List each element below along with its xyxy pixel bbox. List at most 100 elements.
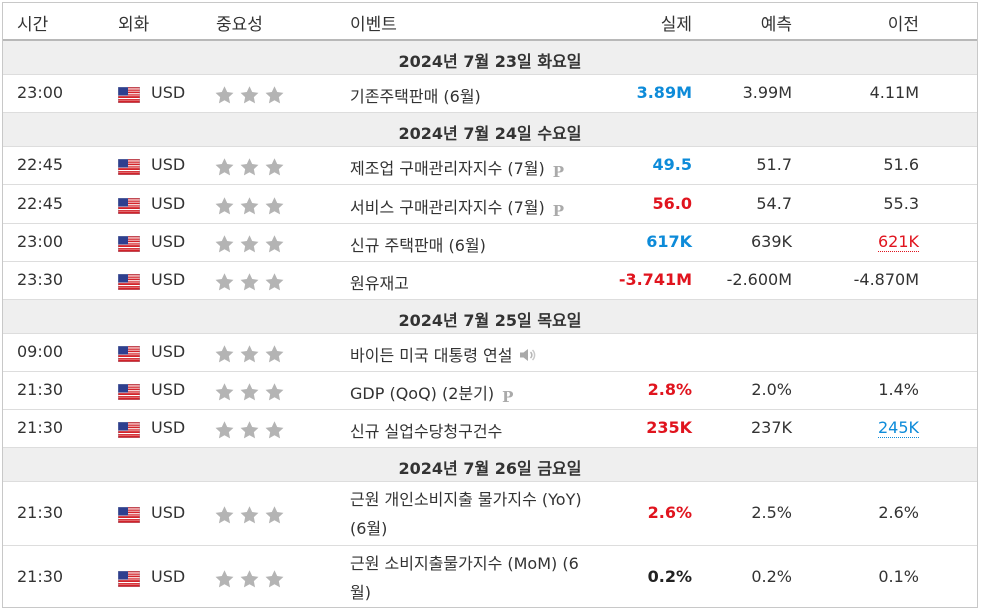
star-icon: [264, 344, 285, 364]
event-name-link[interactable]: 원유재고: [350, 270, 409, 294]
previous-value[interactable]: 245K: [877, 418, 919, 438]
actual-value: 56.0: [652, 194, 692, 213]
table-row[interactable]: 21:30 USD GDP (QoQ) (2분기) P 2.8% 2.0% 1.4%: [3, 372, 977, 410]
star-icon: [214, 344, 235, 364]
importance-stars: [214, 420, 285, 440]
importance-stars: [214, 382, 285, 402]
actual-value: 0.2%: [647, 567, 692, 586]
table-row[interactable]: 09:00 USD 바이든 미국 대통령 연설: [3, 334, 977, 372]
previous-cell: 51.6: [883, 155, 919, 174]
us-flag-icon: [117, 273, 141, 291]
event-name-link[interactable]: 바이든 미국 대통령 연설: [350, 342, 538, 367]
event-name: 근원 개인소비지출 물가지수 (YoY) (6월): [350, 490, 582, 538]
us-flag-icon: [117, 506, 141, 524]
importance-stars: [214, 272, 285, 292]
previous-value[interactable]: 621K: [877, 232, 919, 252]
event-name-link[interactable]: 신규 주택판매 (6월): [350, 232, 486, 256]
star-icon: [214, 420, 235, 440]
event-name: 서비스 구매관리자지수 (7월): [350, 198, 545, 217]
table-row[interactable]: 21:30 USD 신규 실업수당청구건수 235K 237K 245K: [3, 410, 977, 448]
previous-cell: 4.11M: [870, 83, 919, 102]
date-row: 2024년 7월 24일 수요일: [3, 113, 977, 147]
star-icon: [214, 196, 235, 216]
date-label: 2024년 7월 25일 목요일: [398, 311, 582, 330]
star-icon: [239, 344, 260, 364]
table-row[interactable]: 22:45 USD 서비스 구매관리자지수 (7월) P 56.0 54.7 55.3: [3, 185, 977, 224]
previous-cell: 621K: [877, 232, 919, 252]
previous-cell: 0.1%: [878, 567, 919, 586]
event-name-link[interactable]: 근원 개인소비지출 물가지수 (YoY) (6월): [350, 485, 590, 543]
header-event: 이벤트: [350, 15, 397, 35]
importance-stars: [214, 157, 285, 177]
actual-value: 2.6%: [647, 503, 692, 522]
star-icon: [264, 272, 285, 292]
importance-stars: [214, 569, 285, 589]
previous-value: 2.6%: [878, 503, 919, 522]
us-flag-icon: [117, 345, 141, 363]
table-row[interactable]: 23:30 USD 원유재고 -3.741M -2.600M -4.870M: [3, 262, 977, 300]
star-icon: [214, 569, 235, 589]
star-icon: [264, 420, 285, 440]
star-icon: [239, 272, 260, 292]
header-currency: 외화: [118, 15, 150, 35]
previous-value: 0.1%: [878, 567, 919, 586]
preliminary-badge: P: [552, 163, 565, 181]
star-icon: [239, 505, 260, 525]
star-icon: [214, 85, 235, 105]
event-currency: USD: [151, 270, 186, 289]
event-name: 바이든 미국 대통령 연설: [350, 346, 513, 365]
star-icon: [214, 505, 235, 525]
star-icon: [239, 85, 260, 105]
event-name: 근원 소비지출물가지수 (MoM) (6월): [350, 554, 579, 602]
event-currency: USD: [151, 567, 186, 586]
header-time: 시간: [17, 15, 49, 35]
star-icon: [214, 382, 235, 402]
event-name: GDP (QoQ) (2분기): [350, 384, 495, 403]
star-icon: [264, 85, 285, 105]
importance-stars: [214, 196, 285, 216]
preliminary-badge: P: [552, 202, 565, 220]
us-flag-icon: [117, 86, 141, 104]
us-flag-icon: [117, 197, 141, 215]
table-row[interactable]: 21:30 USD 근원 소비지출물가지수 (MoM) (6월) 0.2% 0.2% 0.…: [3, 546, 977, 609]
event-currency: USD: [151, 232, 186, 251]
previous-cell: -4.870M: [854, 270, 919, 289]
date-label: 2024년 7월 24일 수요일: [398, 124, 582, 143]
event-name-link[interactable]: 근원 소비지출물가지수 (MoM) (6월): [350, 549, 590, 607]
star-icon: [264, 382, 285, 402]
event-name: 신규 주택판매 (6월): [350, 236, 486, 255]
actual-value: 235K: [646, 418, 692, 437]
event-name-link[interactable]: GDP (QoQ) (2분기) P: [350, 380, 513, 406]
table-row[interactable]: 23:00 USD 신규 주택판매 (6월) 617K 639K 621K: [3, 224, 977, 262]
event-currency: USD: [151, 503, 186, 522]
event-time: 22:45: [17, 194, 64, 213]
table-row[interactable]: 21:30 USD 근원 개인소비지출 물가지수 (YoY) (6월) 2.6% 2.5…: [3, 482, 977, 546]
star-icon: [214, 234, 235, 254]
forecast-value: 2.0%: [751, 380, 792, 399]
event-time: 21:30: [17, 503, 64, 522]
star-icon: [264, 196, 285, 216]
forecast-value: 2.5%: [751, 503, 792, 522]
previous-cell: 245K: [877, 418, 919, 438]
event-name-link[interactable]: 서비스 구매관리자지수 (7월) P: [350, 194, 564, 220]
event-name-link[interactable]: 신규 실업수당청구건수: [350, 418, 502, 442]
table-row[interactable]: 23:00 USD 기존주택판매 (6월) 3.89M 3.99M 4.11M: [3, 75, 977, 113]
event-name-link[interactable]: 제조업 구매관리자지수 (7월) P: [350, 155, 564, 181]
header-forecast: 예측: [760, 15, 792, 35]
us-flag-icon: [117, 158, 141, 176]
actual-value: 3.89M: [636, 83, 692, 102]
forecast-value: 237K: [750, 418, 792, 437]
us-flag-icon: [117, 383, 141, 401]
star-icon: [264, 234, 285, 254]
star-icon: [239, 234, 260, 254]
economic-calendar-table: 시간 외화 중요성 이벤트 실제 예측 이전 2024년 7월 23일 화요일 …: [2, 2, 978, 608]
importance-stars: [214, 85, 285, 105]
event-currency: USD: [151, 194, 186, 213]
event-time: 21:30: [17, 567, 64, 586]
previous-value: 1.4%: [878, 380, 919, 399]
date-row: 2024년 7월 25일 목요일: [3, 300, 977, 334]
previous-cell: 55.3: [883, 194, 919, 213]
event-name-link[interactable]: 기존주택판매 (6월): [350, 83, 481, 107]
table-row[interactable]: 22:45 USD 제조업 구매관리자지수 (7월) P 49.5 51.7 51.6: [3, 147, 977, 185]
date-label: 2024년 7월 26일 금요일: [398, 459, 582, 478]
